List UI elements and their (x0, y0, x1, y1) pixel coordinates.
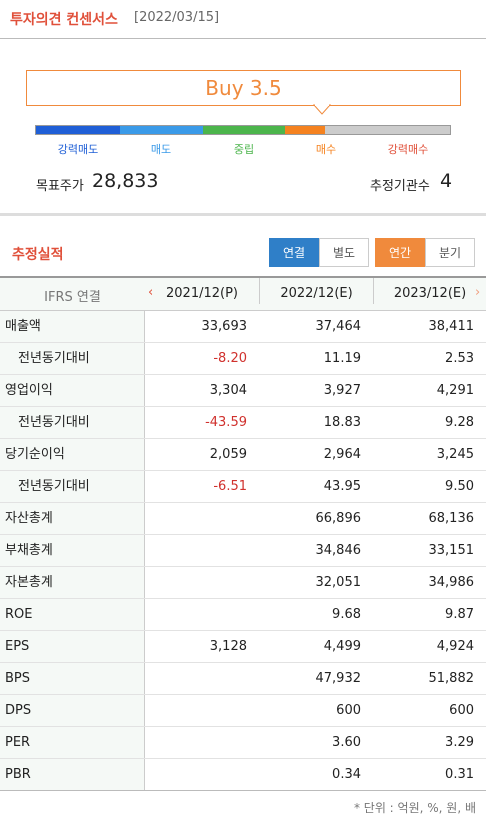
table-row: 자산총계 66,896 68,136 (0, 503, 486, 535)
table-row: 전년동기대비 -8.20 11.19 2.53 (0, 343, 486, 375)
toggle-button[interactable]: 별도 (319, 238, 369, 267)
toggle-button[interactable]: 분기 (425, 238, 475, 267)
row-label: 매출액 (0, 311, 145, 342)
table-row: 매출액 33,693 37,464 38,411 (0, 311, 486, 343)
institutions: 4 (440, 170, 453, 192)
row-label: ROE (0, 599, 145, 630)
section-title: 추정실적 (12, 247, 64, 263)
row-label: 당기순이익 (0, 439, 145, 470)
cell: 9.50 (445, 479, 474, 494)
cell: 0.34 (332, 767, 361, 782)
cell: 18.83 (323, 415, 361, 430)
scale-label: 중립 (233, 143, 255, 156)
table-row: ROE 9.68 9.87 (0, 599, 486, 631)
target-price: 28,833 (92, 170, 159, 192)
cell: 3.60 (332, 735, 361, 750)
next-arrow[interactable]: › (475, 285, 481, 300)
scale-label: 매수 (315, 143, 337, 156)
cell: 68,136 (428, 511, 475, 526)
prev-arrow[interactable]: ‹ (148, 285, 154, 300)
row-label: 자본총계 (0, 567, 145, 598)
cell: 3,927 (323, 383, 361, 398)
cell: 34,846 (315, 543, 362, 558)
column-header: 2021/12(P) (166, 286, 238, 301)
cell: -43.59 (205, 415, 247, 430)
cell: 4,924 (436, 639, 474, 654)
rating-box: Buy 3.5 (26, 70, 461, 106)
pointer (312, 104, 332, 115)
row-label: 전년동기대비 (0, 471, 145, 502)
cell: 4,499 (323, 639, 361, 654)
cell: 2,964 (323, 447, 361, 462)
cell: 9.68 (332, 607, 361, 622)
cell: 34,986 (428, 575, 475, 590)
row-label: 영업이익 (0, 375, 145, 406)
table-row: 부채총계 34,846 33,151 (0, 535, 486, 567)
row-label: 전년동기대비 (0, 407, 145, 438)
scale-label: 강력매도 (57, 143, 99, 156)
cell: 37,464 (315, 319, 362, 334)
table-row: 당기순이익 2,059 2,964 3,245 (0, 439, 486, 471)
institutions-label: 추정기관수 (370, 179, 430, 194)
cell: 38,411 (428, 319, 475, 334)
title: 투자의견 컨센서스 (10, 12, 118, 28)
row-label: PER (0, 727, 145, 758)
target-label: 목표주가 (36, 179, 84, 194)
row-label: EPS (0, 631, 145, 662)
cell: 600 (449, 703, 474, 718)
corner: IFRS 연결 (44, 290, 101, 305)
cell: 32,051 (315, 575, 362, 590)
toggle-button[interactable]: 연결 (269, 238, 319, 267)
cell: 33,693 (201, 319, 248, 334)
row-label: 전년동기대비 (0, 343, 145, 374)
cell: 9.87 (445, 607, 474, 622)
cell: 11.19 (323, 351, 361, 366)
header: 투자의견 컨센서스 [2022/03/15] (0, 0, 486, 39)
table-row: PER 3.60 3.29 (0, 727, 486, 759)
cell: 47,932 (315, 671, 362, 686)
scale-label: 매도 (150, 143, 172, 156)
row-label: PBR (0, 759, 145, 790)
scale-label: 강력매수 (387, 143, 429, 156)
cell: 3,304 (209, 383, 247, 398)
cell: 66,896 (315, 511, 362, 526)
cell: 33,151 (428, 543, 475, 558)
cell: 51,882 (428, 671, 475, 686)
column-header: 2023/12(E) (373, 278, 486, 304)
cell: 0.31 (445, 767, 474, 782)
toggle-button[interactable]: 연간 (375, 238, 425, 267)
cell: 2,059 (209, 447, 247, 462)
table-row: 영업이익 3,304 3,927 4,291 (0, 375, 486, 407)
row-label: 부채총계 (0, 535, 145, 566)
cell: -8.20 (213, 351, 247, 366)
table-row: DPS 600 600 (0, 695, 486, 727)
row-label: 자산총계 (0, 503, 145, 534)
cell: 3,245 (436, 447, 474, 462)
table-row: PBR 0.34 0.31 (0, 759, 486, 791)
table-row: 자본총계 32,051 34,986 (0, 567, 486, 599)
cell: 3,128 (209, 639, 247, 654)
cell: 4,291 (436, 383, 474, 398)
row-label: DPS (0, 695, 145, 726)
separator (0, 213, 486, 216)
cell: 3.29 (445, 735, 474, 750)
table-row: 전년동기대비 -6.51 43.95 9.50 (0, 471, 486, 503)
cell: 2.53 (445, 351, 474, 366)
table-row: EPS 3,128 4,499 4,924 (0, 631, 486, 663)
scale-bar (35, 125, 451, 135)
column-header: 2022/12(E) (259, 278, 373, 304)
row-label: BPS (0, 663, 145, 694)
cell: 43.95 (323, 479, 361, 494)
cell: 600 (336, 703, 361, 718)
cell: 9.28 (445, 415, 474, 430)
table-bottom (0, 790, 486, 791)
table-header: IFRS 연결 ‹ › 2021/12(P) 2022/12(E) 2023/12(… (0, 276, 486, 311)
table-row: BPS 47,932 51,882 (0, 663, 486, 695)
table-row: 전년동기대비 -43.59 18.83 9.28 (0, 407, 486, 439)
date: [2022/03/15] (134, 10, 220, 25)
footnote: * 단위 : 억원, %, 원, 배 (353, 801, 476, 815)
cell: -6.51 (213, 479, 247, 494)
